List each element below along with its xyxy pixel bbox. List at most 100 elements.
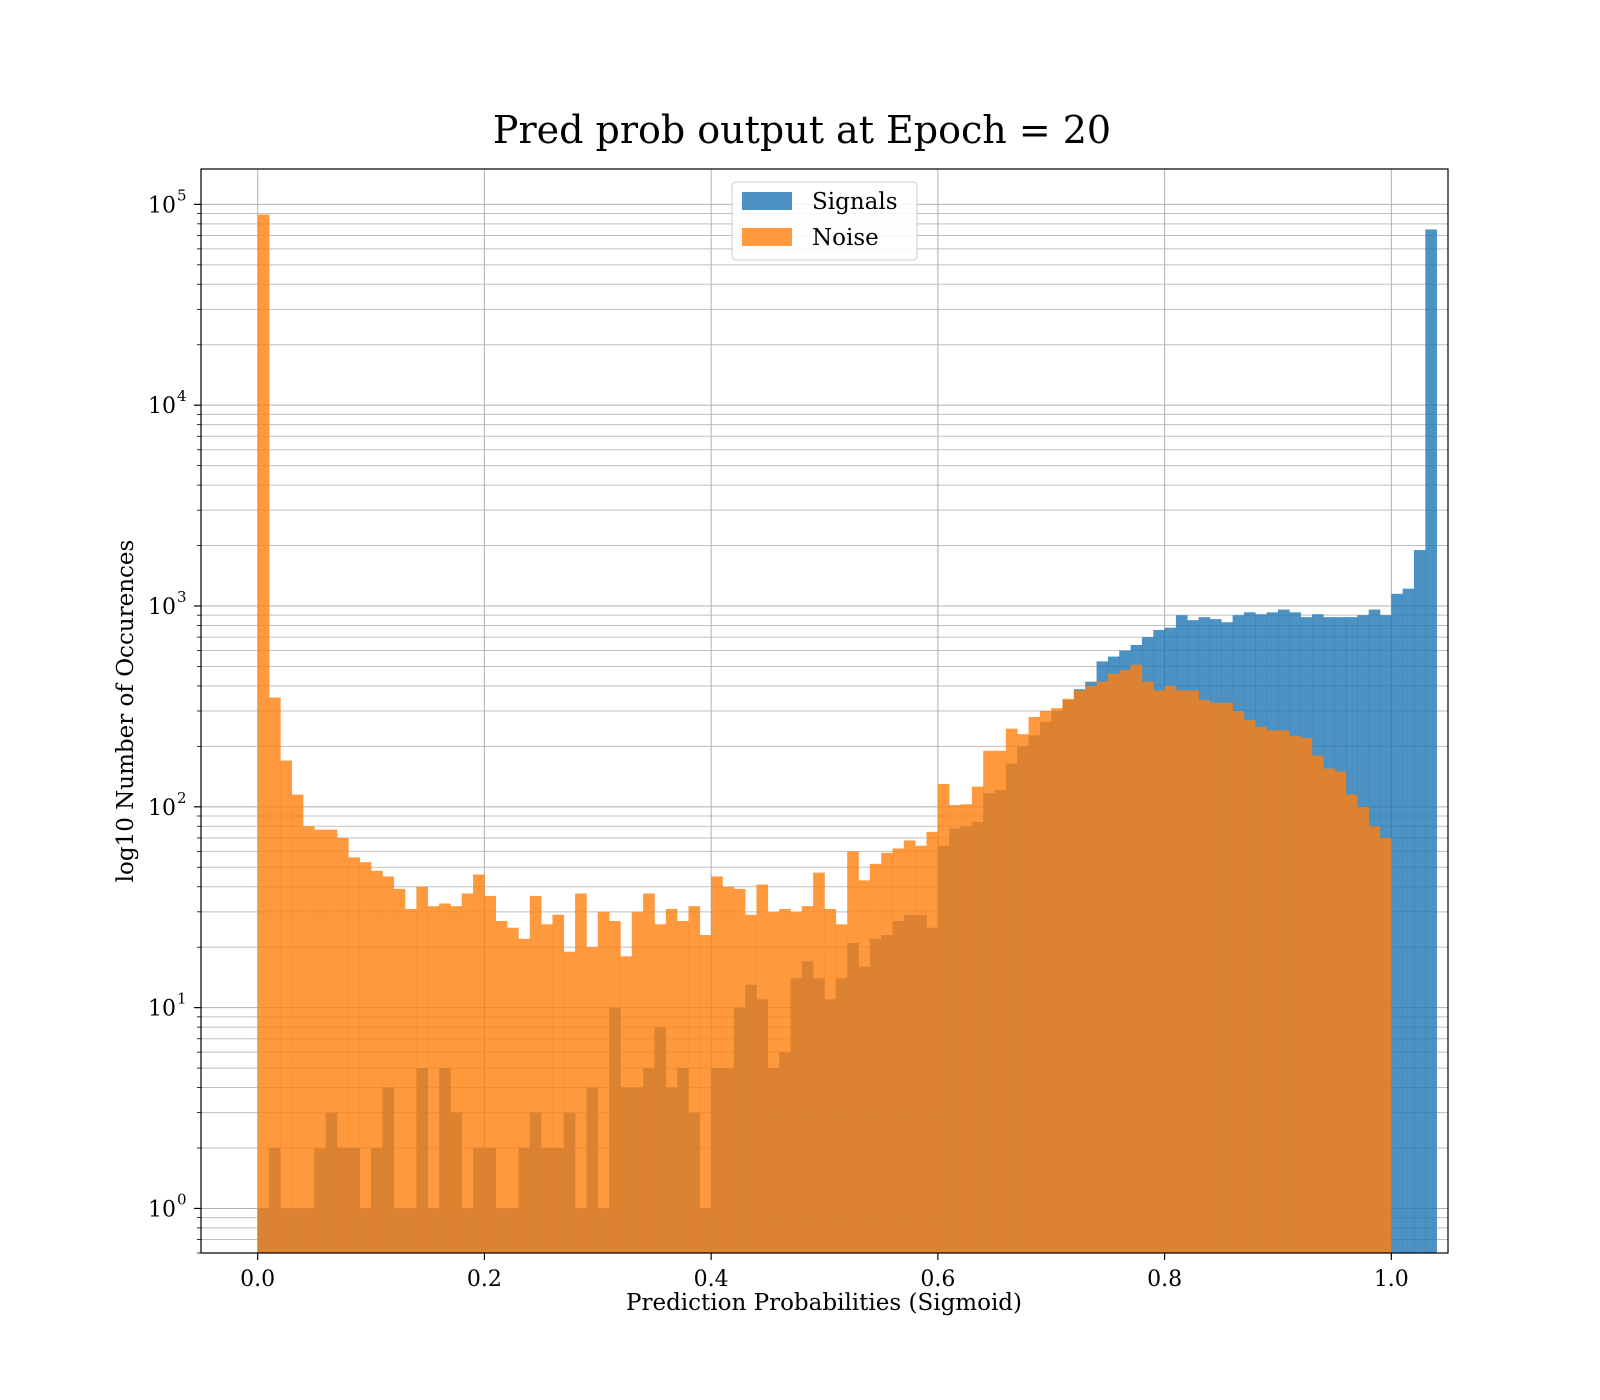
bar-noise [337,837,349,1253]
bar-noise [416,886,429,1253]
bar-noise [711,876,723,1253]
bar-noise [359,862,372,1253]
bar-noise [1017,734,1029,1253]
bar-noise [597,911,610,1253]
x-tick-label: 0.8 [1147,1267,1182,1292]
y-tick-label: 10 [148,997,176,1022]
bar-signals [1413,550,1426,1253]
bar-noise [529,895,542,1253]
bar-noise [1153,690,1165,1253]
bar-noise [1141,681,1154,1253]
bar-noise [665,908,678,1253]
bar-noise [801,906,814,1253]
bar-noise [767,911,780,1253]
y-tick-label: 10 [148,796,176,821]
bar-noise [960,804,973,1253]
bar-noise [1311,755,1324,1253]
bar-noise [257,214,270,1254]
bar-signals [1391,593,1403,1253]
bar-noise [484,895,497,1253]
bar-noise [994,750,1007,1253]
bar-noise [1277,730,1290,1253]
bar-noise [348,857,361,1253]
bar-noise [654,924,667,1253]
bar-noise [1119,670,1131,1253]
bar-noise [881,852,893,1253]
bar-noise [745,914,757,1253]
x-tick-label: 0.6 [920,1267,955,1292]
bar-signals [1402,588,1415,1253]
bar-noise [620,956,633,1253]
y-tick-label: 10 [148,595,176,620]
bar-noise [983,750,995,1253]
histogram-bars [257,214,1437,1254]
bar-noise [1073,690,1086,1253]
y-tick-label: 10 [148,193,176,218]
bar-noise [314,829,326,1253]
bar-noise [280,760,292,1253]
bar-noise [847,851,859,1253]
bar-noise [643,893,655,1253]
bar-noise [677,921,689,1253]
bar-noise [269,697,281,1253]
bar-noise [1175,690,1188,1253]
bar-noise [586,947,599,1253]
bar-noise [1107,673,1120,1253]
bar-noise [291,794,304,1253]
y-tick-exponent: 2 [177,789,187,807]
bar-noise [473,874,485,1253]
legend-swatch-signals [742,192,792,210]
bar-noise [382,876,395,1253]
x-axis-label: Prediction Probabilities (Sigmoid) [626,1290,1022,1316]
bar-noise [1357,806,1369,1253]
bar-noise [1209,702,1222,1253]
bar-noise [1130,664,1143,1253]
bar-noise [699,934,712,1253]
bar-noise [1005,728,1018,1253]
bar-noise [915,845,927,1253]
bar-noise [393,888,406,1253]
bar-noise [1300,738,1313,1253]
bar-noise [1345,794,1358,1253]
bar-noise [1232,711,1245,1253]
bar-noise [971,786,984,1253]
bar-noise [575,893,587,1253]
bar-noise [949,805,961,1253]
bar-noise [790,911,803,1253]
bar-noise [1379,837,1392,1253]
x-tick-label: 0.2 [467,1267,502,1292]
y-tick-exponent: 3 [177,588,187,606]
bar-noise [541,924,553,1253]
bar-noise [552,914,565,1253]
bar-noise [835,924,848,1253]
bar-noise [926,831,939,1253]
bar-noise [450,906,463,1253]
bar-noise [1255,726,1267,1253]
bar-noise [779,908,791,1253]
bar-noise [461,893,474,1253]
bar-noise [733,888,746,1253]
bar-noise [1334,771,1347,1253]
bar-noise [903,840,916,1253]
bar-noise [1164,685,1177,1253]
bar-noise [371,870,383,1253]
bar-noise [1187,690,1199,1253]
bar-noise [813,872,825,1253]
bar-noise [325,829,338,1253]
bar-noise [688,906,701,1253]
bar-noise [1085,685,1097,1253]
bar-noise [1221,702,1233,1253]
bar-noise [563,951,576,1253]
bar-noise [1051,708,1063,1253]
bar-noise [858,880,871,1253]
bar-noise [892,848,905,1253]
y-tick-exponent: 4 [177,387,187,405]
legend-label-signals: Signals [812,189,898,215]
bar-noise [1266,730,1279,1253]
y-tick-label: 10 [148,1197,176,1222]
y-axis-label: log10 Number of Occurences [113,540,139,883]
bar-noise [1062,698,1075,1253]
x-tick-label: 0.0 [240,1267,275,1292]
